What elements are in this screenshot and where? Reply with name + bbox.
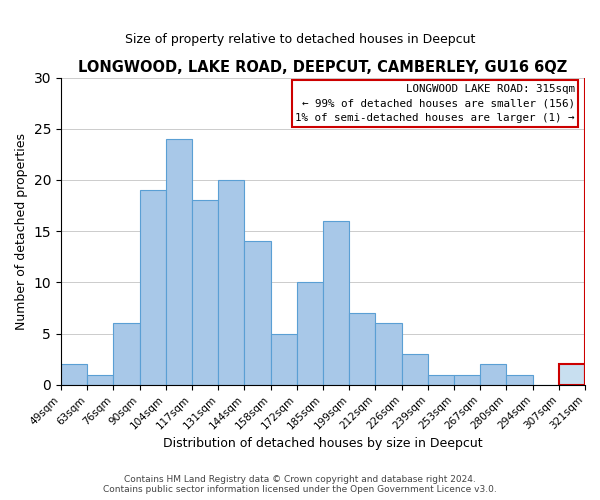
- Bar: [244, 242, 271, 385]
- Bar: [87, 374, 113, 385]
- Bar: [323, 221, 349, 385]
- Bar: [428, 374, 454, 385]
- Bar: [401, 354, 428, 385]
- Bar: [376, 324, 401, 385]
- Bar: [113, 324, 140, 385]
- Bar: [271, 334, 297, 385]
- Bar: [506, 374, 533, 385]
- Text: LONGWOOD LAKE ROAD: 315sqm
← 99% of detached houses are smaller (156)
1% of semi: LONGWOOD LAKE ROAD: 315sqm ← 99% of deta…: [295, 84, 575, 124]
- Bar: [349, 313, 376, 385]
- Bar: [454, 374, 480, 385]
- Y-axis label: Number of detached properties: Number of detached properties: [15, 132, 28, 330]
- Bar: [218, 180, 244, 385]
- X-axis label: Distribution of detached houses by size in Deepcut: Distribution of detached houses by size …: [163, 437, 483, 450]
- Bar: [166, 139, 192, 385]
- Bar: [140, 190, 166, 385]
- Bar: [297, 282, 323, 385]
- Bar: [480, 364, 506, 385]
- Bar: [61, 364, 87, 385]
- Title: LONGWOOD, LAKE ROAD, DEEPCUT, CAMBERLEY, GU16 6QZ: LONGWOOD, LAKE ROAD, DEEPCUT, CAMBERLEY,…: [79, 60, 568, 75]
- Text: Size of property relative to detached houses in Deepcut: Size of property relative to detached ho…: [125, 32, 475, 46]
- Bar: [192, 200, 218, 385]
- Bar: [559, 364, 585, 385]
- Text: Contains HM Land Registry data © Crown copyright and database right 2024.
Contai: Contains HM Land Registry data © Crown c…: [103, 475, 497, 494]
